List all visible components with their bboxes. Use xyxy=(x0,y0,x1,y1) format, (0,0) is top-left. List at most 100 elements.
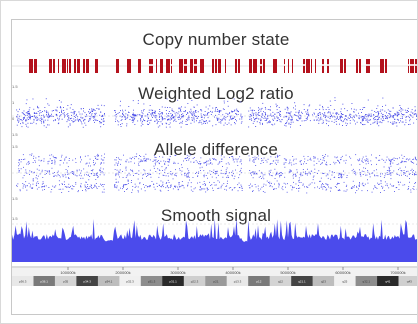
allele-point xyxy=(362,156,364,158)
allele-point xyxy=(288,163,290,165)
smooth-signal-track[interactable] xyxy=(12,210,418,262)
ideogram-band[interactable] xyxy=(205,276,228,286)
log2-point xyxy=(305,117,307,119)
log2-point xyxy=(285,125,287,127)
allele-point xyxy=(95,162,96,164)
allele-point xyxy=(26,172,28,174)
allele-point xyxy=(67,173,68,175)
log2-point xyxy=(333,115,335,117)
log2-point xyxy=(323,114,325,116)
log2-point xyxy=(191,115,193,116)
allele-point xyxy=(374,186,376,188)
log2-point xyxy=(342,125,343,126)
log2-point xyxy=(54,119,56,121)
allele-point xyxy=(123,185,124,187)
ideogram-band[interactable] xyxy=(119,276,142,286)
allele-point xyxy=(188,158,190,160)
allele-point xyxy=(323,157,325,159)
log2-point xyxy=(287,112,289,114)
ideogram-band[interactable] xyxy=(226,276,249,286)
log2-point xyxy=(264,107,266,108)
allele-point xyxy=(162,156,164,158)
allele-point xyxy=(317,173,318,174)
allele-point xyxy=(383,159,385,161)
log2-point xyxy=(380,112,382,114)
log2-ratio-track[interactable] xyxy=(12,82,418,140)
ideogram-band[interactable] xyxy=(312,276,335,286)
allele-point xyxy=(177,188,179,190)
copy-number-track[interactable] xyxy=(12,56,418,76)
log2-point xyxy=(66,114,68,115)
ideogram-band[interactable] xyxy=(76,276,99,286)
ideogram-band[interactable] xyxy=(398,276,418,286)
ideogram-band[interactable] xyxy=(54,276,77,286)
ideogram-band[interactable] xyxy=(33,276,56,286)
allele-point xyxy=(134,183,136,185)
log2-point xyxy=(223,118,225,120)
allele-point xyxy=(29,174,30,175)
log2-point xyxy=(29,114,31,116)
ideogram-band-label: p34.3 xyxy=(83,280,91,284)
allele-point xyxy=(153,165,155,167)
ideogram-band[interactable] xyxy=(183,276,206,286)
copy-number-segment xyxy=(95,59,98,73)
log2-point xyxy=(324,117,326,119)
ideogram-band[interactable] xyxy=(355,276,378,286)
log2-point xyxy=(212,125,214,127)
log2-point xyxy=(117,113,119,114)
log2-point xyxy=(154,110,156,112)
ideogram-band[interactable] xyxy=(162,276,185,286)
chromosome-ideogram[interactable]: p36.3 p36.1 p35 p34.3 p34.1 p32.3 p31.3 p31.1 p2… xyxy=(12,276,418,286)
ideogram-band[interactable] xyxy=(140,276,163,286)
allele-point xyxy=(299,160,301,162)
allele-point xyxy=(124,184,126,186)
log2-point xyxy=(280,121,282,123)
ideogram-band[interactable] xyxy=(248,276,271,286)
allele-point xyxy=(84,184,86,186)
allele-point xyxy=(37,181,39,183)
log2-point xyxy=(142,124,144,125)
log2-point xyxy=(351,117,353,119)
allele-point xyxy=(89,186,91,187)
allele-point xyxy=(334,176,336,178)
log2-point xyxy=(97,120,99,121)
allele-point xyxy=(409,181,410,183)
log2-point xyxy=(35,123,37,125)
log2-point xyxy=(259,115,261,116)
allele-point xyxy=(103,157,105,159)
allele-difference-track[interactable] xyxy=(12,142,418,204)
allele-point xyxy=(351,170,353,172)
log2-point xyxy=(211,111,213,113)
allele-point xyxy=(366,174,368,176)
log2-point xyxy=(260,120,261,122)
allele-point xyxy=(241,172,243,174)
allele-point xyxy=(150,185,151,187)
log2-point xyxy=(414,110,416,112)
allele-point xyxy=(35,161,36,163)
log2-point xyxy=(193,119,195,121)
allele-point xyxy=(200,189,202,191)
ideogram-band[interactable] xyxy=(377,276,400,286)
log2-point xyxy=(162,118,164,120)
log2-point xyxy=(227,113,229,115)
ideogram-band[interactable] xyxy=(97,276,120,286)
copy-number-segment xyxy=(306,59,310,73)
allele-point xyxy=(305,173,307,175)
allele-point xyxy=(291,189,293,191)
log2-point xyxy=(158,121,160,122)
allele-point xyxy=(286,159,287,161)
log2-point xyxy=(345,116,347,117)
log2-point xyxy=(133,109,134,111)
log2-point xyxy=(224,119,226,121)
ideogram-band[interactable] xyxy=(334,276,357,286)
ideogram-band[interactable] xyxy=(269,276,292,286)
log2-point xyxy=(46,115,48,117)
scale-label: 1.5 xyxy=(12,84,18,89)
allele-point xyxy=(162,183,164,185)
scale-label: 0 xyxy=(12,116,15,121)
ideogram-band[interactable] xyxy=(12,276,34,286)
log2-point xyxy=(139,114,140,116)
allele-point xyxy=(225,171,227,172)
allele-point xyxy=(309,183,311,185)
ideogram-band[interactable] xyxy=(291,276,314,286)
